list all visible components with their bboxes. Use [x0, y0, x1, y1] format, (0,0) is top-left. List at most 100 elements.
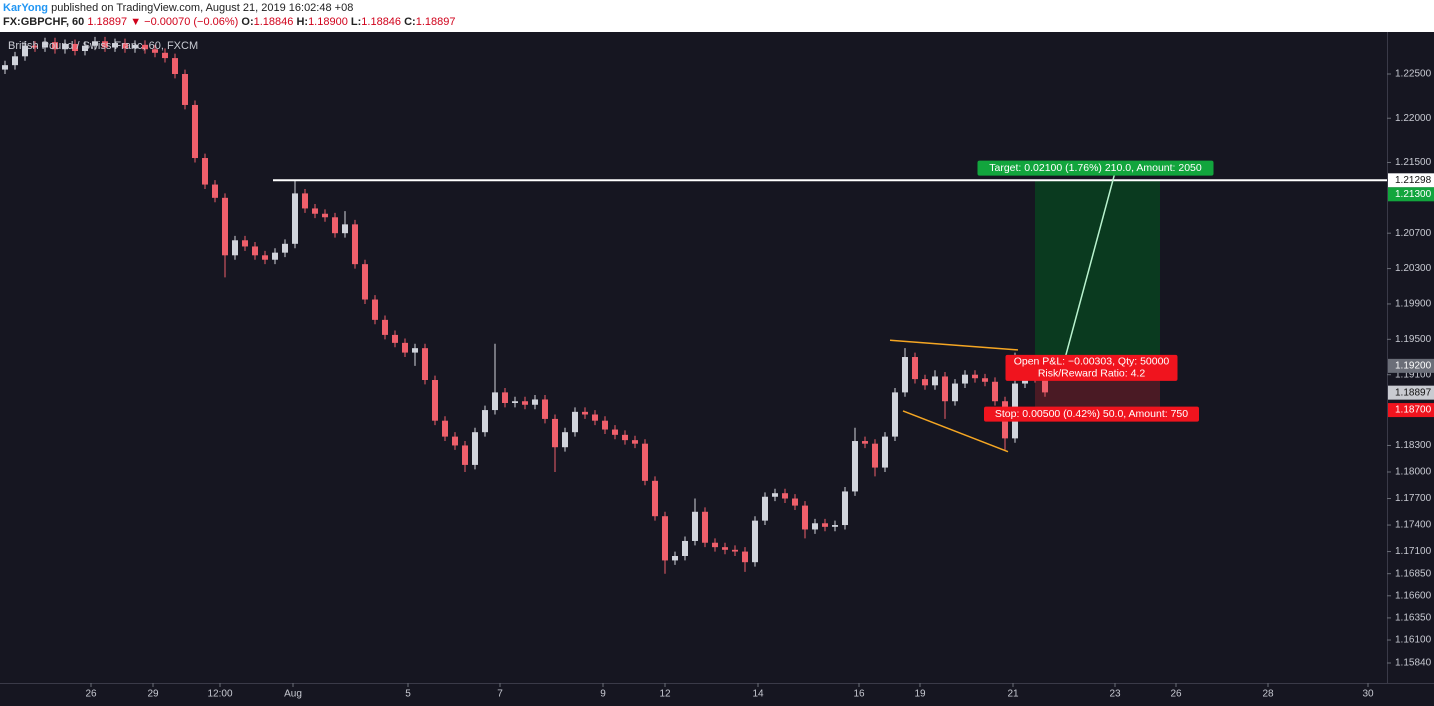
candle-body — [172, 58, 178, 75]
candle-body — [492, 392, 498, 411]
candle-body — [42, 42, 48, 48]
stop-label: Stop: 0.00500 (0.42%) 50.0, Amount: 750 — [995, 408, 1188, 420]
x-tick-label: 21 — [1007, 689, 1019, 700]
y-tick-label: 1.15840 — [1395, 658, 1432, 669]
x-tick-label: 12:00 — [207, 689, 232, 700]
candle-body — [412, 348, 418, 353]
candle-body — [512, 401, 518, 404]
candle-body — [352, 224, 358, 265]
candle-body — [642, 443, 648, 481]
candle-body — [672, 556, 678, 561]
h-label: H: — [296, 16, 308, 28]
candle-body — [502, 392, 508, 404]
candle-body — [472, 432, 478, 465]
y-tick-label: 1.22000 — [1395, 113, 1432, 124]
candle-body — [782, 493, 788, 499]
x-tick-label: 19 — [914, 689, 926, 700]
candle-body — [12, 56, 18, 66]
pnl-label: Risk/Reward Ratio: 4.2 — [1038, 368, 1146, 380]
candle-body — [772, 493, 778, 497]
candle-body — [422, 348, 428, 381]
candle-body — [242, 240, 248, 247]
candle-body — [262, 255, 268, 260]
candle-body — [232, 240, 238, 256]
candle-body — [972, 374, 978, 379]
candle-body — [712, 542, 718, 548]
last: 1.18897 — [87, 16, 127, 28]
trendline — [902, 410, 1009, 453]
change: −0.00070 (−0.06%) — [144, 16, 238, 28]
candle-body — [692, 511, 698, 541]
x-tick-label: 12 — [659, 689, 671, 700]
candle-body — [752, 520, 758, 563]
candle-body — [212, 184, 218, 198]
trendline — [889, 339, 1019, 351]
y-tick-label: 1.22500 — [1395, 69, 1432, 80]
price-label-box — [1388, 385, 1434, 400]
candle-body — [112, 43, 118, 48]
candle-body — [122, 43, 128, 49]
candle-body — [622, 434, 628, 441]
candle-body — [462, 445, 468, 465]
pnl-label-box — [1005, 354, 1178, 381]
x-tick-label: Aug — [284, 689, 302, 700]
x-tick-label: 28 — [1262, 689, 1274, 700]
candle-body — [902, 357, 908, 393]
candle-body — [292, 193, 298, 244]
candle-body — [2, 65, 8, 70]
candle-body — [832, 525, 838, 527]
o: 1.18846 — [254, 16, 294, 28]
candle-body — [762, 496, 768, 521]
candle-body — [442, 420, 448, 437]
candle-body — [882, 436, 888, 468]
candle-body — [182, 74, 188, 105]
candle-body — [372, 299, 378, 320]
candle-body — [1042, 378, 1048, 393]
candle-body — [532, 399, 538, 405]
candle-body — [522, 401, 528, 405]
price-label: 1.21300 — [1395, 189, 1432, 200]
x-tick-label: 30 — [1362, 689, 1374, 700]
candle-body — [432, 380, 438, 421]
candle-body — [482, 410, 488, 433]
candle-body — [952, 383, 958, 402]
y-tick-label: 1.17400 — [1395, 520, 1432, 531]
y-tick-label: 1.19900 — [1395, 299, 1432, 310]
candle-body — [342, 224, 348, 234]
candle-body — [32, 45, 38, 48]
candle-body — [722, 547, 728, 550]
candle-body — [572, 411, 578, 433]
author: KarYong — [3, 2, 48, 14]
x-tick-label: 29 — [147, 689, 159, 700]
published: published on TradingView.com, August 21,… — [48, 2, 353, 14]
candle-body — [302, 193, 308, 209]
x-tick-label: 26 — [85, 689, 97, 700]
candle-body — [152, 49, 158, 53]
chart-bg — [0, 32, 1434, 706]
candle-body — [192, 104, 198, 159]
price-label-box — [1388, 358, 1434, 373]
candle-body — [82, 45, 88, 52]
candle-body — [362, 264, 368, 300]
candle-body — [272, 252, 278, 260]
candle-body — [802, 505, 808, 530]
candle-body — [932, 376, 938, 386]
candle-body — [222, 197, 228, 256]
price-label: 1.19200 — [1395, 360, 1432, 371]
x-tick-label: 26 — [1170, 689, 1182, 700]
candle-body — [72, 43, 78, 52]
arrow: ▼ — [130, 16, 141, 28]
candle-body — [812, 523, 818, 530]
y-tick-label: 1.20700 — [1395, 228, 1432, 239]
candle-body — [312, 208, 318, 214]
x-tick-label: 9 — [600, 689, 606, 700]
y-tick-label: 1.16600 — [1395, 590, 1432, 601]
candle-body — [652, 480, 658, 517]
candle-body — [822, 523, 828, 527]
candle-body — [912, 357, 918, 380]
candle-body — [22, 45, 28, 57]
y-tick-label: 1.16100 — [1395, 635, 1432, 646]
candle-body — [392, 334, 398, 343]
candle-body — [992, 381, 998, 402]
